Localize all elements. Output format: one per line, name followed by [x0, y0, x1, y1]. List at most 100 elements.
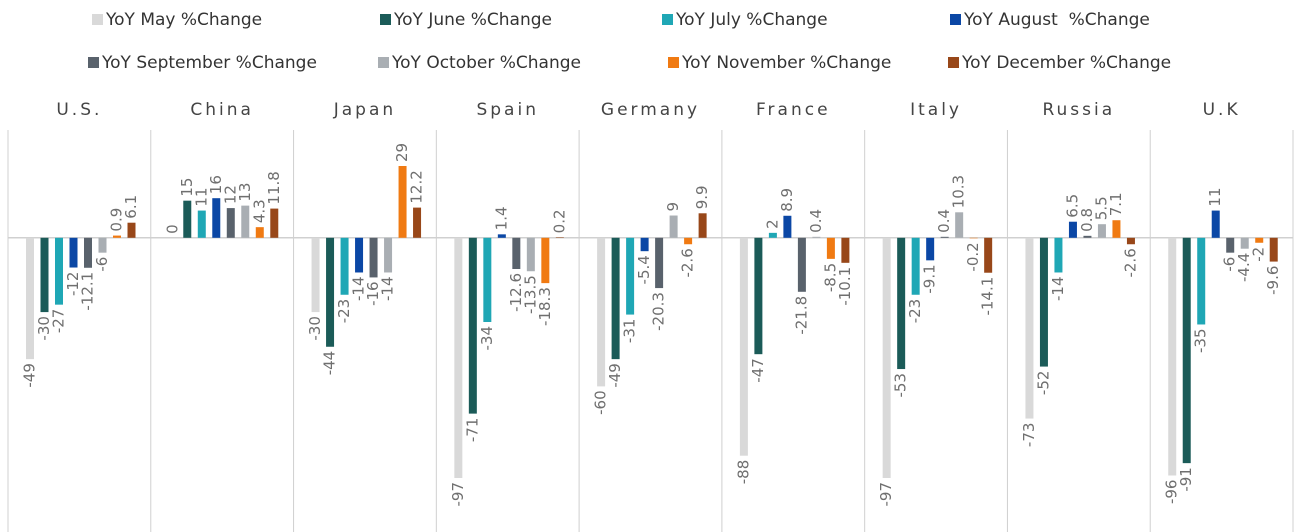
category-label: Germany — [601, 100, 700, 120]
bar — [369, 237, 378, 278]
data-label: 12.2 — [408, 170, 426, 203]
data-label: -12.1 — [79, 272, 97, 311]
bar — [1083, 235, 1092, 238]
bar — [611, 237, 620, 360]
bar — [55, 237, 63, 305]
data-label: -49 — [606, 363, 624, 388]
data-label: 29 — [393, 143, 411, 162]
category-label: China — [190, 100, 254, 120]
data-label: 0 — [163, 224, 181, 234]
bar — [1182, 237, 1191, 464]
category-label: U.S. — [56, 100, 102, 120]
legend-label: YoY November %Change — [681, 53, 891, 73]
data-label: -6 — [1221, 257, 1239, 272]
bar — [413, 207, 422, 238]
bar — [1255, 237, 1264, 243]
bar — [255, 227, 264, 238]
bar — [183, 200, 192, 238]
legend-label: YoY December %Change — [961, 53, 1171, 73]
bar — [955, 212, 964, 238]
bar — [940, 236, 949, 238]
bar — [1126, 237, 1135, 245]
data-label: 6.1 — [122, 195, 140, 219]
bar — [1269, 237, 1278, 262]
category-label: U.K — [1203, 100, 1241, 120]
data-label: -34 — [478, 326, 496, 351]
data-label: -44 — [321, 351, 339, 376]
bar — [84, 237, 92, 268]
data-label: -12.6 — [507, 273, 525, 312]
data-label: -52 — [1034, 371, 1052, 396]
bar — [226, 208, 235, 238]
data-label: -9.1 — [921, 264, 939, 293]
bar — [526, 237, 535, 272]
data-label: -10.1 — [836, 267, 854, 306]
bar — [1240, 237, 1249, 249]
data-label: -13.5 — [521, 275, 539, 314]
data-label: 0.2 — [550, 209, 568, 233]
legend-label: YoY August %Change — [963, 10, 1150, 30]
data-label: 9.9 — [693, 185, 711, 209]
data-label: 4.3 — [250, 199, 268, 223]
data-label: 0.8 — [1078, 208, 1096, 232]
data-label: -5.4 — [635, 255, 653, 284]
legend-swatch — [950, 14, 961, 25]
data-label: -73 — [1020, 423, 1038, 448]
legend-label: YoY September %Change — [101, 53, 317, 73]
legend-swatch — [948, 57, 959, 68]
bar — [1068, 221, 1077, 238]
bar — [26, 237, 34, 360]
bar — [197, 210, 206, 238]
data-label: 6.5 — [1063, 194, 1081, 218]
data-label: -49 — [21, 363, 39, 388]
data-label: -9.6 — [1264, 266, 1282, 295]
bar — [669, 215, 678, 238]
data-label: 0.4 — [935, 209, 953, 233]
bar — [398, 166, 407, 238]
data-label: -2.6 — [1121, 248, 1139, 277]
bar — [468, 237, 477, 414]
bar — [454, 237, 463, 478]
bar — [926, 237, 935, 261]
bar — [768, 232, 777, 238]
bar — [40, 237, 49, 313]
data-label: 10.3 — [950, 175, 968, 208]
bar — [783, 215, 792, 238]
bar — [698, 213, 707, 238]
data-label: -16 — [364, 281, 382, 306]
bar — [326, 237, 335, 347]
legend-swatch — [88, 57, 99, 68]
category-label: France — [756, 100, 831, 120]
data-label: -53 — [892, 373, 910, 398]
data-label: -71 — [463, 418, 481, 443]
bar — [882, 237, 891, 478]
legend-label: YoY July %Change — [675, 10, 828, 30]
data-label: -30 — [35, 316, 53, 341]
bar — [597, 237, 606, 387]
bar — [241, 205, 250, 238]
bar — [311, 237, 320, 313]
bar — [497, 234, 506, 238]
data-label: 9 — [664, 202, 682, 212]
data-label: 15 — [178, 178, 196, 197]
data-label: 7.1 — [1107, 192, 1125, 216]
bar — [212, 198, 221, 238]
data-label: -14 — [350, 276, 368, 301]
data-label: 11.8 — [265, 171, 283, 204]
bar — [1054, 237, 1063, 273]
bar — [1025, 237, 1034, 419]
data-label: -35 — [1192, 328, 1210, 353]
bar — [684, 237, 693, 245]
bar — [541, 237, 550, 284]
legend-swatch — [92, 14, 103, 25]
bar — [1039, 237, 1048, 367]
data-label: -21.8 — [792, 296, 810, 335]
bar — [754, 237, 763, 355]
bar — [841, 237, 850, 263]
data-label: -23 — [906, 299, 924, 324]
data-label: -2.6 — [679, 248, 697, 277]
category-label: Russia — [1042, 100, 1115, 120]
legend-swatch — [380, 14, 391, 25]
bar — [626, 237, 635, 315]
